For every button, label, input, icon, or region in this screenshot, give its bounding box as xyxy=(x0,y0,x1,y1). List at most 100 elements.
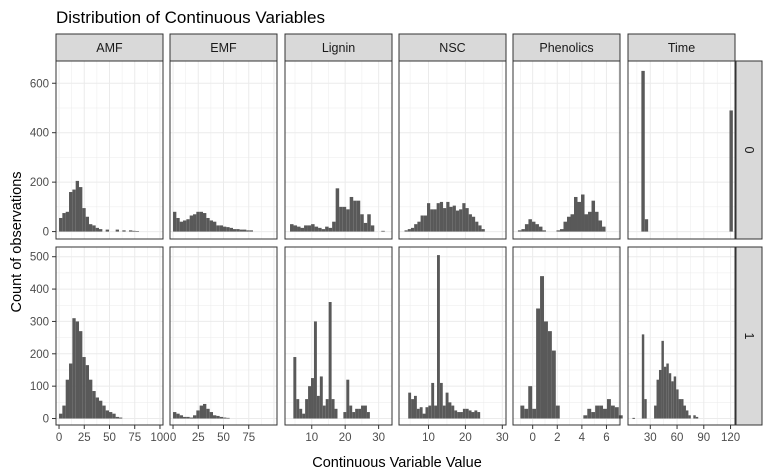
y-tick-label: 400 xyxy=(30,128,49,140)
panel-time-0 xyxy=(628,61,735,239)
histogram-bar xyxy=(89,224,93,232)
x-tick-label: 20 xyxy=(339,432,352,444)
histogram-lignin-0 xyxy=(290,188,385,232)
strip-nsc xyxy=(398,33,507,62)
histogram-bar xyxy=(423,215,428,232)
histogram-bar xyxy=(246,230,250,232)
histogram-bar xyxy=(430,209,434,232)
histogram-bar xyxy=(439,201,444,232)
histogram-bar xyxy=(367,214,371,232)
strip-phenolics xyxy=(512,33,621,62)
y-tick-label: 600 xyxy=(30,78,49,90)
histogram-bar xyxy=(451,405,455,419)
panel-lignin-1 xyxy=(285,247,392,425)
histogram-bar xyxy=(602,226,606,232)
x-tick-label: 2 xyxy=(554,432,560,444)
histogram-bar xyxy=(455,210,460,232)
histogram-bar xyxy=(316,395,320,419)
histogram-bar xyxy=(517,230,522,232)
histogram-bar xyxy=(417,221,421,232)
histogram-bar xyxy=(69,192,73,232)
y-tick-label: 500 xyxy=(30,252,49,264)
histogram-bar xyxy=(65,211,70,232)
histogram-bar xyxy=(216,415,220,419)
histogram-bar xyxy=(307,225,312,232)
x-tick-label: 20 xyxy=(459,432,472,444)
histogram-bar xyxy=(318,227,322,232)
histogram-bar xyxy=(656,379,659,419)
histogram-bar xyxy=(442,405,446,419)
strip-label-emf: EMF xyxy=(210,41,237,55)
histogram-bar xyxy=(475,221,479,232)
panel-border xyxy=(284,246,393,426)
histogram-bar xyxy=(99,229,103,232)
histogram-time-0 xyxy=(641,70,733,232)
histogram-bar xyxy=(535,224,539,232)
panel-border xyxy=(627,246,736,426)
y-tick-label: 0 xyxy=(43,414,49,426)
histogram-bar xyxy=(366,412,370,419)
facet-panels: AMF EMF Lignin NSC Phenolics Time010200400600… xyxy=(30,33,763,444)
histogram-bar xyxy=(671,381,674,419)
histogram-bar xyxy=(524,408,529,419)
y-tick-label: 300 xyxy=(30,316,49,328)
x-tick-label: 30 xyxy=(496,432,509,444)
histogram-bar xyxy=(75,321,80,419)
histogram-bar xyxy=(566,216,571,232)
panel-emf-0 xyxy=(170,61,277,239)
strip-label-amf: AMF xyxy=(96,41,123,55)
histogram-bar xyxy=(206,408,210,419)
histogram-bar xyxy=(673,376,677,419)
x-tick-label: 90 xyxy=(697,432,710,444)
histogram-bar xyxy=(370,225,375,232)
histogram-bar xyxy=(663,366,667,419)
histogram-bar xyxy=(300,227,305,232)
histogram-bar xyxy=(591,200,596,232)
histogram-bar xyxy=(559,229,564,232)
histogram-bar xyxy=(189,417,194,419)
histogram-bar xyxy=(132,230,136,232)
histogram-bar xyxy=(196,410,200,419)
x-tick-label: 50 xyxy=(103,432,116,444)
histogram-bar xyxy=(436,203,440,232)
histogram-bar xyxy=(331,399,335,419)
histogram-bar xyxy=(115,229,119,232)
histogram-bar xyxy=(416,408,420,419)
histogram-bar xyxy=(439,382,443,419)
histogram-bar xyxy=(72,189,76,232)
x-tick-label: 50 xyxy=(217,432,230,444)
x-tick-label: 0 xyxy=(56,432,62,444)
x-tick-label: 30 xyxy=(372,432,385,444)
histogram-bar xyxy=(410,227,415,232)
panel-nsc-1 xyxy=(399,247,506,425)
histogram-bar xyxy=(678,399,682,419)
histogram-bar xyxy=(216,225,220,232)
histogram-bar xyxy=(524,224,529,232)
histogram-bar xyxy=(618,415,623,419)
strip-lignin xyxy=(284,33,393,62)
histogram-bar xyxy=(349,196,354,232)
histogram-bar xyxy=(666,363,669,419)
histogram-bar xyxy=(222,417,227,419)
histogram-bar xyxy=(173,412,177,419)
x-tick-label: 6 xyxy=(603,432,609,444)
histogram-bar xyxy=(343,412,347,419)
histogram-bar xyxy=(598,220,603,232)
histogram-bar xyxy=(108,412,113,419)
histogram-bar xyxy=(199,211,204,232)
histogram-bar xyxy=(595,211,599,232)
histogram-bar xyxy=(603,408,607,419)
histogram-bar xyxy=(471,412,475,419)
histogram-bar xyxy=(361,405,364,419)
row-strip-1 xyxy=(735,246,763,426)
histogram-bar xyxy=(478,225,482,232)
histogram-bar xyxy=(186,416,190,419)
panel-border xyxy=(398,246,507,426)
histogram-bar xyxy=(468,214,472,232)
histogram-bar xyxy=(532,408,537,419)
histogram-bar xyxy=(443,208,447,232)
x-tick-label: 60 xyxy=(671,432,684,444)
histogram-bar xyxy=(75,180,80,232)
chart-title: Distribution of Continuous Variables xyxy=(56,8,325,27)
